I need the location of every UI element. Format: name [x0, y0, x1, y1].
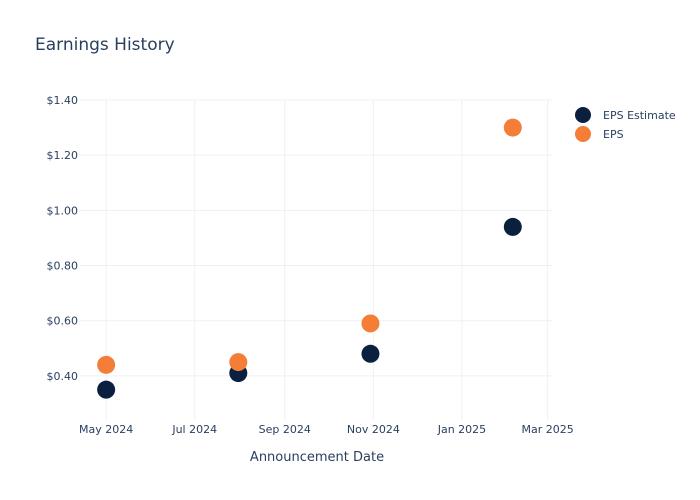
- y-tick-label: $0.60: [47, 315, 79, 328]
- y-tick-label: $1.00: [47, 204, 79, 217]
- grid: [80, 99, 552, 420]
- series-eps-estimate: [97, 217, 522, 399]
- x-axis-title: Announcement Date: [250, 450, 384, 465]
- x-tick-label: Mar 2025: [522, 423, 574, 436]
- legend-marker: [575, 107, 591, 123]
- legend-label[interactable]: EPS Estimate: [603, 109, 676, 122]
- legend-marker: [575, 126, 591, 142]
- data-points: [97, 118, 522, 399]
- series-eps: [97, 118, 522, 374]
- eps-point[interactable]: [361, 314, 380, 333]
- y-tick-label: $1.40: [47, 94, 79, 107]
- y-tick-label: $1.20: [47, 149, 79, 162]
- eps-estimate-point[interactable]: [97, 380, 116, 399]
- legend: EPS Estimate EPS: [575, 107, 676, 142]
- legend-label[interactable]: EPS: [603, 128, 624, 141]
- y-tick-label: $0.40: [47, 370, 79, 383]
- eps-estimate-point[interactable]: [361, 344, 380, 363]
- y-tick-label: $0.80: [47, 260, 79, 273]
- eps-estimate-point[interactable]: [503, 217, 522, 236]
- x-tick-label: May 2024: [79, 423, 133, 436]
- eps-point[interactable]: [503, 118, 522, 137]
- x-tick-label: Nov 2024: [347, 423, 400, 436]
- x-tick-label: Jan 2025: [437, 423, 486, 436]
- y-axis-ticks: $0.40 $0.60 $0.80 $1.00 $1.20 $1.40: [47, 94, 79, 383]
- x-tick-label: Jul 2024: [171, 423, 217, 436]
- x-tick-label: Sep 2024: [259, 423, 311, 436]
- eps-point[interactable]: [97, 355, 116, 374]
- x-axis-ticks: May 2024 Jul 2024 Sep 2024 Nov 2024 Jan 2025…: [79, 423, 574, 436]
- chart-title: Earnings History: [35, 35, 175, 55]
- eps-point[interactable]: [229, 353, 248, 372]
